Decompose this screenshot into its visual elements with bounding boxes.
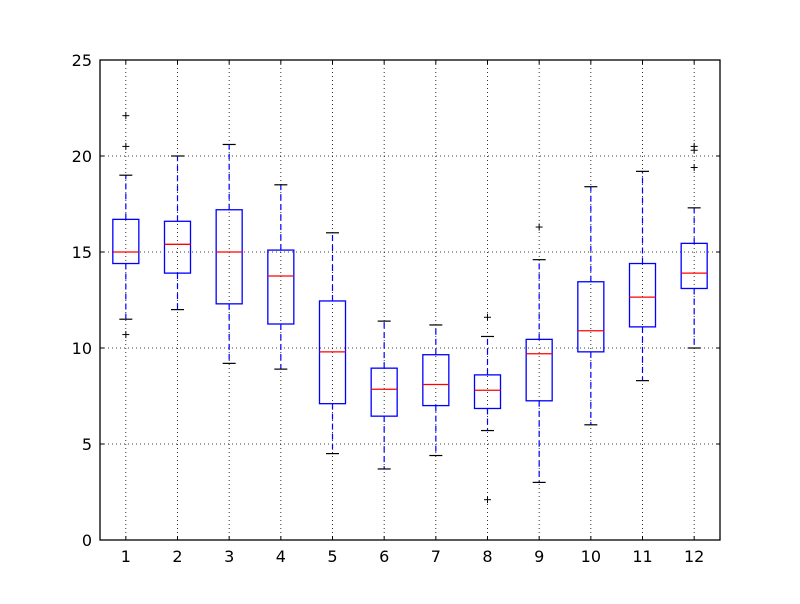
box-9 [525,223,553,483]
box-iqr [267,249,295,325]
x-tick-label: 3 [224,547,234,566]
x-tick-label: 7 [431,547,441,566]
x-tick-label: 10 [581,547,601,566]
box-iqr [577,281,605,353]
y-axis-tick-labels: 0 5 10 15 20 25 [72,51,92,550]
x-tick-label: 4 [276,547,286,566]
x-axis-tick-labels: 1 2 3 4 5 6 7 8 9 10 11 12 [121,547,705,566]
box-iqr [680,242,708,290]
y-tick-label: 25 [72,51,92,70]
grid-lines [100,59,720,541]
plot-frame [99,59,721,541]
box-5 [318,232,347,455]
box-12 [680,142,708,349]
x-tick-label: 2 [172,547,182,566]
y-tick-label: 10 [72,339,92,358]
box-4 [267,184,295,370]
box-iqr [112,218,140,265]
box-7 [422,324,450,457]
box-iqr [473,374,502,410]
box-iqr [370,367,398,417]
axis-ticks [100,59,720,541]
box-8 [473,313,502,504]
x-tick-label: 12 [684,547,704,566]
box-1 [112,112,140,339]
box-6 [370,320,398,470]
boxes [112,112,708,504]
box-10 [577,186,605,426]
box-iqr [422,354,450,407]
box-iqr [628,262,657,328]
x-tick-label: 8 [482,547,492,566]
box-iqr [163,220,192,274]
y-tick-label: 0 [82,531,92,550]
box-iqr [215,209,243,305]
box-iqr [525,338,553,402]
x-tick-label: 1 [121,547,131,566]
x-tick-label: 11 [632,547,652,566]
x-tick-label: 5 [327,547,337,566]
box-11 [628,170,657,382]
y-tick-label: 15 [72,243,92,262]
y-tick-label: 5 [82,435,92,454]
x-tick-label: 6 [379,547,389,566]
x-tick-label: 9 [534,547,544,566]
box-3 [215,143,243,364]
box-2 [163,155,192,311]
y-tick-label: 20 [72,147,92,166]
